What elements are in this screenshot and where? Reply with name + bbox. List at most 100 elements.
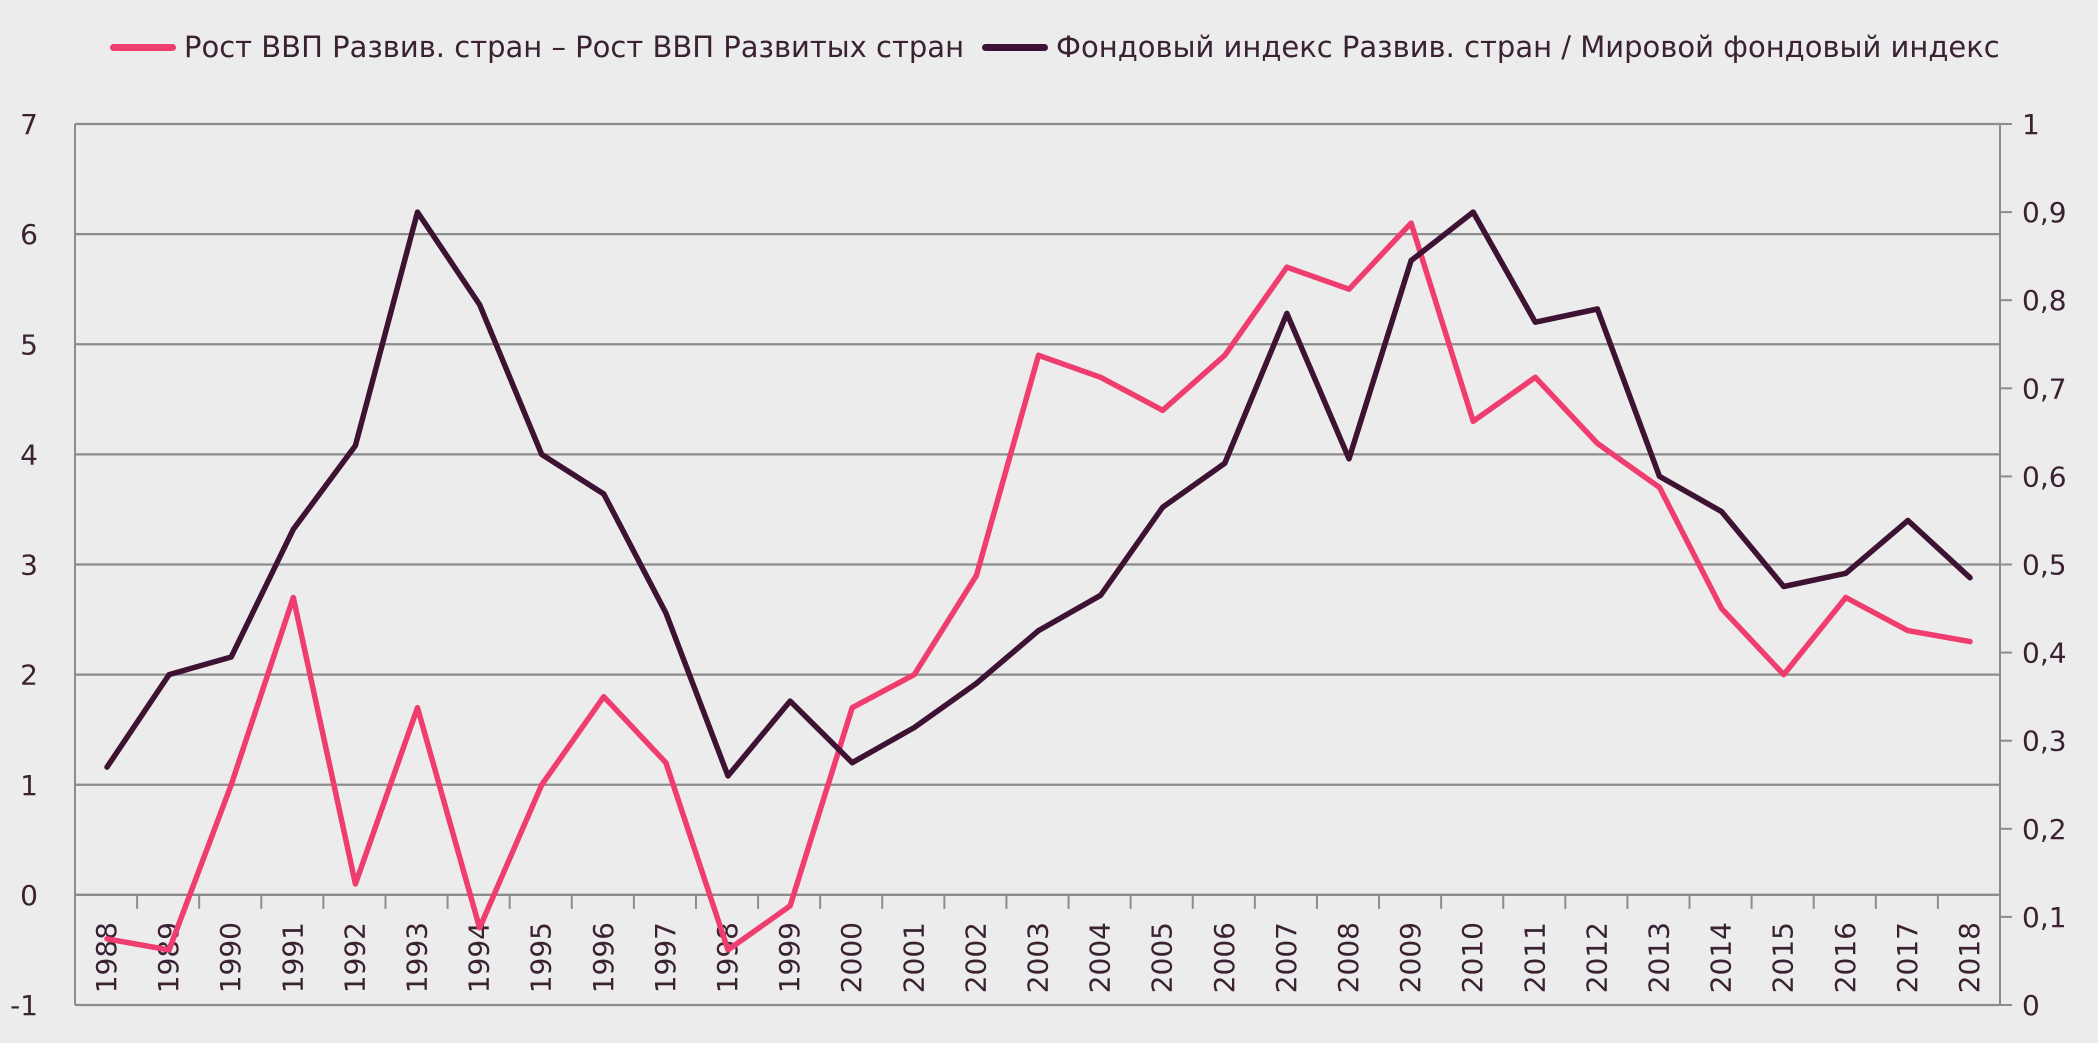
y-tick-label-right-4: 0,4 <box>2022 637 2067 670</box>
x-tick-label-29: 2017 <box>1891 922 1924 993</box>
series-0-point-26 <box>1719 606 1725 612</box>
x-tick-label-10: 1998 <box>711 922 744 993</box>
series-0-point-6 <box>477 925 483 931</box>
y-tick-label-right-9: 0,9 <box>2022 196 2067 229</box>
y-tick-label-left-2: 1 <box>20 769 38 802</box>
series-1-point-17 <box>1160 504 1166 510</box>
series-0-point-24 <box>1594 440 1600 446</box>
series-1-point-25 <box>1656 473 1662 479</box>
y-tick-label-left-5: 4 <box>20 438 38 471</box>
series-1-point-22 <box>1470 209 1476 215</box>
series-1-point-23 <box>1532 319 1538 325</box>
x-tick-label-5: 1993 <box>401 922 434 993</box>
series-1-point-21 <box>1408 258 1414 264</box>
x-tick-label-7: 1995 <box>525 922 558 993</box>
series-0-point-0 <box>104 936 110 942</box>
series-0-point-2 <box>228 782 234 788</box>
x-tick-label-24: 2012 <box>1580 922 1613 993</box>
series-0-point-13 <box>911 672 917 678</box>
x-tick-label-15: 2003 <box>1022 922 1055 993</box>
legend-swatch-gdp-diff <box>110 43 176 51</box>
series-1-point-14 <box>973 680 979 686</box>
series-1-point-19 <box>1284 310 1290 316</box>
y-tick-label-left-7: 6 <box>20 218 38 251</box>
series-0-point-27 <box>1781 672 1787 678</box>
series-0-point-4 <box>352 881 358 887</box>
series-0-point-1 <box>166 947 172 953</box>
series-0-point-30 <box>1967 639 1973 645</box>
series-1-point-1 <box>166 672 172 678</box>
legend-item-stock-index: Фондовый индекс Развив. стран / Мировой … <box>982 30 2000 64</box>
legend-label-gdp-diff: Рост ВВП Развив. стран – Рост ВВП Развит… <box>184 30 965 64</box>
y-tick-label-left-0: -1 <box>10 989 38 1022</box>
series-0-point-19 <box>1284 264 1290 270</box>
series-0-point-20 <box>1346 286 1352 292</box>
series-0-point-17 <box>1160 407 1166 413</box>
series-1-point-0 <box>104 764 110 770</box>
y-tick-label-left-8: 7 <box>20 108 38 141</box>
series-0-point-7 <box>539 782 545 788</box>
legend-swatch-stock-index <box>982 43 1049 51</box>
x-tick-label-17: 2005 <box>1146 922 1179 993</box>
y-tick-label-right-2: 0,2 <box>2022 813 2067 846</box>
series-1-point-6 <box>477 302 483 308</box>
series-1-point-5 <box>415 209 421 215</box>
series-1-point-18 <box>1222 460 1228 466</box>
series-1-point-7 <box>539 451 545 457</box>
legend-item-gdp-diff: Рост ВВП Развив. стран – Рост ВВП Развит… <box>110 30 964 64</box>
series-0-point-21 <box>1408 220 1414 226</box>
series-0-point-16 <box>1098 374 1104 380</box>
series-1-point-28 <box>1843 570 1849 576</box>
series-1-point-15 <box>1036 628 1041 634</box>
series-1-point-10 <box>725 773 731 779</box>
x-tick-label-12: 2000 <box>835 922 868 993</box>
series-1-point-11 <box>787 698 793 704</box>
legend-label-stock-index: Фондовый индекс Развив. стран / Мировой … <box>1056 30 2000 64</box>
y-tick-label-right-0: 0 <box>2022 989 2040 1022</box>
x-tick-label-27: 2015 <box>1767 922 1800 993</box>
x-tick-label-2: 1990 <box>214 922 247 993</box>
series-0-point-29 <box>1905 628 1911 634</box>
series-1-point-2 <box>228 654 234 660</box>
series-1-point-30 <box>1967 575 1973 581</box>
series-1-point-12 <box>849 760 855 766</box>
series-0-point-28 <box>1843 595 1849 601</box>
series-0-point-22 <box>1470 418 1476 424</box>
series-1-point-24 <box>1594 306 1600 312</box>
x-tick-label-3: 1991 <box>276 922 309 993</box>
x-tick-label-13: 2001 <box>897 922 930 993</box>
legend: Рост ВВП Развив. стран – Рост ВВП Развит… <box>110 20 2000 74</box>
series-0-point-3 <box>290 595 296 601</box>
series-0-point-12 <box>849 705 855 711</box>
y-tick-label-right-1: 0,1 <box>2022 901 2067 934</box>
series-1-point-13 <box>911 724 917 730</box>
x-tick-label-14: 2002 <box>959 922 992 993</box>
series-1-point-29 <box>1905 517 1911 523</box>
x-tick-label-11: 1999 <box>773 922 806 993</box>
series-1-point-26 <box>1719 509 1725 515</box>
x-tick-label-28: 2016 <box>1829 922 1862 993</box>
y-tick-label-right-6: 0,6 <box>2022 460 2067 493</box>
x-tick-label-0: 1988 <box>90 922 123 993</box>
y-tick-label-right-8: 0,8 <box>2022 284 2067 317</box>
x-tick-label-19: 2007 <box>1270 922 1303 993</box>
series-0-point-15 <box>1036 352 1041 358</box>
x-tick-label-30: 2018 <box>1953 922 1986 993</box>
x-tick-label-22: 2010 <box>1456 922 1489 993</box>
series-1-point-16 <box>1098 592 1104 598</box>
series-line-1 <box>104 209 1973 779</box>
y-tick-label-right-10: 1 <box>2022 108 2040 141</box>
y-tick-label-left-4: 3 <box>20 549 38 582</box>
x-tick-label-20: 2008 <box>1332 922 1365 993</box>
series-1-point-9 <box>663 610 669 616</box>
x-tick-label-23: 2011 <box>1518 922 1551 993</box>
x-tick-label-18: 2006 <box>1208 922 1241 993</box>
series-1-point-4 <box>352 443 358 449</box>
series-0-point-25 <box>1656 484 1662 490</box>
series-0-point-18 <box>1222 352 1228 358</box>
x-tick-label-4: 1992 <box>338 922 371 993</box>
series-0-point-9 <box>663 760 669 766</box>
y-tick-label-right-3: 0,3 <box>2022 725 2067 758</box>
y-tick-label-left-1: 0 <box>20 879 38 912</box>
